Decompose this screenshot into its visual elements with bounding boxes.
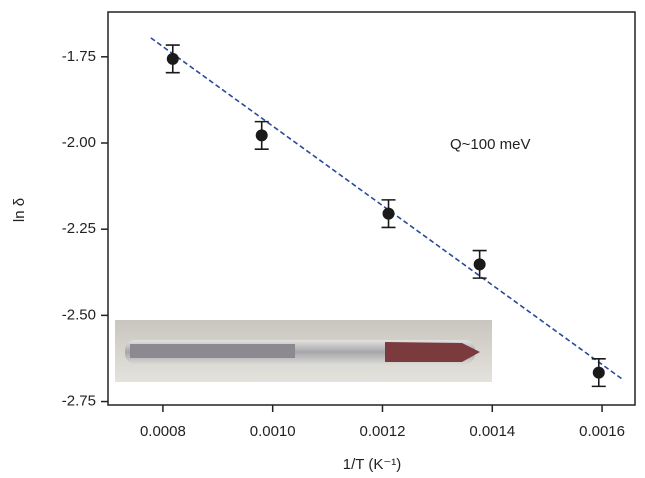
annotation: Q~100 meV: [450, 136, 530, 153]
x-tick-label: 0.0014: [469, 423, 515, 440]
x-tick-label: 0.0012: [360, 423, 406, 440]
data-point: [473, 258, 486, 271]
x-axis-label: 1/T (K⁻¹): [343, 456, 401, 473]
y-tick-label: -2.00: [62, 134, 96, 151]
y-axis-label: ln δ: [11, 198, 28, 222]
x-tick-label: 0.0016: [579, 423, 625, 440]
y-tick-label: -2.50: [62, 306, 96, 323]
x-tick-label: 0.0008: [140, 423, 186, 440]
inset-photo: [115, 320, 492, 382]
y-tick-label: -1.75: [62, 48, 96, 65]
data-point: [166, 52, 179, 65]
data-point: [255, 129, 268, 142]
data-point: [382, 207, 395, 220]
data-point: [592, 366, 605, 379]
y-tick-label: -2.25: [62, 220, 96, 237]
y-tick-label: -2.75: [62, 393, 96, 410]
x-tick-label: 0.0010: [250, 423, 296, 440]
plot-frame: [107, 11, 636, 406]
